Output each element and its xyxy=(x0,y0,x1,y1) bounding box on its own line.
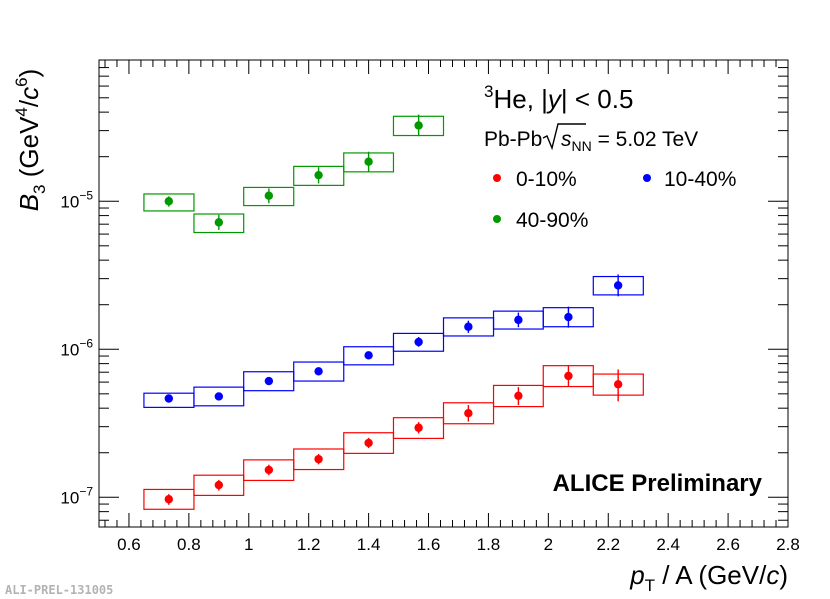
point-40-90 xyxy=(314,170,323,180)
x-tick-label: 2.6 xyxy=(716,535,740,554)
rapidity-variable: y xyxy=(546,84,563,114)
plot-frame xyxy=(98,59,789,528)
x-tick-label: 1 xyxy=(244,535,253,554)
x-axis-variable: p xyxy=(629,560,644,590)
x-axis-unit-c: c xyxy=(766,560,779,590)
y-axis-label: B3 (GeV4/c6) xyxy=(12,69,49,212)
y-axis-subscript: 3 xyxy=(30,184,49,193)
point-0-10 xyxy=(514,391,523,400)
he3-superscript: 3 xyxy=(484,82,493,101)
point-10-40 xyxy=(414,337,423,347)
point-10-40 xyxy=(514,315,523,325)
x-axis-unit-text: / A (GeV/ xyxy=(655,560,767,590)
legend: 0-10% 10-40% 40-90% xyxy=(493,168,736,232)
point-10-40 xyxy=(264,376,274,386)
point-0-10 xyxy=(214,480,224,490)
legend-marker-10-40 xyxy=(643,174,651,182)
sys-box-0-10 xyxy=(293,448,345,471)
point-0-10 xyxy=(613,380,623,389)
energy-value: = 5.02 TeV xyxy=(592,128,698,151)
sys-box-40-90 xyxy=(193,213,245,234)
particle-rapidity-annotation: 3He, |y| < 0.5 xyxy=(484,82,633,114)
y-tick-label: 10−6 xyxy=(60,336,93,359)
x-axis-unit-close: ) xyxy=(779,560,788,590)
x-tick-label: 0.6 xyxy=(117,535,141,554)
y-axis-unit-c: c xyxy=(14,87,44,100)
point-10-40 xyxy=(464,322,473,331)
legend-marker-0-10 xyxy=(493,174,501,182)
point-0-10 xyxy=(264,465,274,475)
point-40-90 xyxy=(264,191,274,200)
point-40-90 xyxy=(214,218,224,227)
x-tick-label: 2.8 xyxy=(776,535,800,554)
point-0-10 xyxy=(564,371,573,381)
he3-label: He, | xyxy=(493,84,547,114)
point-40-90 xyxy=(414,121,423,130)
alice-preliminary-label: ALICE Preliminary xyxy=(553,470,763,497)
x-tick-label: 1.6 xyxy=(417,535,441,554)
sys-box-0-10 xyxy=(442,402,495,425)
y-axis-exponent-1: 4 xyxy=(12,107,31,116)
legend-label-0-10: 0-10% xyxy=(516,168,577,191)
sqrt-symbol xyxy=(542,123,586,151)
point-40-90 xyxy=(364,157,373,166)
sys-box-0-10 xyxy=(492,384,544,408)
x-tick-label: 0.8 xyxy=(177,535,201,554)
y-axis-slash: / xyxy=(14,99,44,107)
legend-label-10-40: 10-40% xyxy=(664,168,736,191)
x-axis-label: pT / A (GeV/c) xyxy=(629,560,788,595)
point-10-40 xyxy=(164,394,173,403)
sys-box-40-90 xyxy=(243,186,295,207)
sys-box-10-40 xyxy=(193,386,245,407)
point-0-10 xyxy=(164,495,173,504)
sys-box-0-10 xyxy=(243,459,295,482)
sys-box-0-10 xyxy=(193,474,245,496)
sys-box-10-40 xyxy=(293,361,345,382)
point-0-10 xyxy=(414,423,423,432)
x-tick-label: 1.8 xyxy=(477,535,501,554)
s-variable: s xyxy=(561,128,572,151)
x-tick-label: 1.2 xyxy=(297,535,321,554)
point-0-10 xyxy=(314,454,323,464)
x-axis-subscript: T xyxy=(645,576,655,595)
sys-box-0-10 xyxy=(392,417,445,439)
sys-box-40-90 xyxy=(293,165,345,186)
point-10-40 xyxy=(613,281,623,290)
nn-subscript: NN xyxy=(572,138,592,154)
figure-id: ALI-PREL-131005 xyxy=(5,583,113,597)
sys-box-0-10 xyxy=(343,432,395,454)
systematic-error-boxes xyxy=(143,115,644,510)
sys-box-0-10 xyxy=(143,488,195,510)
sys-box-40-90 xyxy=(143,193,195,212)
axes: 0.6 0.8 1 1.2 1.4 1.6 1.8 2 2.2 2.4 2.6 2.8 10−7 10−6… xyxy=(60,59,800,554)
x-tick-label: 2 xyxy=(544,535,553,554)
legend-marker-40-90 xyxy=(493,215,501,223)
x-tick-label: 2.2 xyxy=(596,535,620,554)
point-0-10 xyxy=(364,438,373,448)
x-tick-label: 1.4 xyxy=(357,535,381,554)
point-40-90 xyxy=(164,197,173,206)
data-points xyxy=(164,121,623,504)
y-tick-label: 10−5 xyxy=(60,188,93,211)
y-axis-exponent-2: 6 xyxy=(12,77,31,86)
point-10-40 xyxy=(314,367,323,376)
y-axis-unit-open: (GeV xyxy=(14,116,44,185)
point-10-40 xyxy=(564,312,573,322)
x-tick-label: 2.4 xyxy=(656,535,680,554)
y-tick-label: 10−7 xyxy=(60,484,93,507)
y-axis-unit-close: ) xyxy=(14,69,44,78)
legend-label-40-90: 40-90% xyxy=(516,209,588,232)
point-0-10 xyxy=(464,408,473,418)
point-10-40 xyxy=(364,351,373,360)
sys-box-10-40 xyxy=(392,332,445,352)
y-axis-variable: B xyxy=(14,194,44,211)
rapidity-cut: | < 0.5 xyxy=(561,84,634,114)
point-10-40 xyxy=(214,392,224,401)
sys-box-10-40 xyxy=(343,346,395,366)
collision-system-pre: Pb-Pb xyxy=(484,128,542,151)
collision-energy: sNN = 5.02 TeV xyxy=(561,128,698,154)
